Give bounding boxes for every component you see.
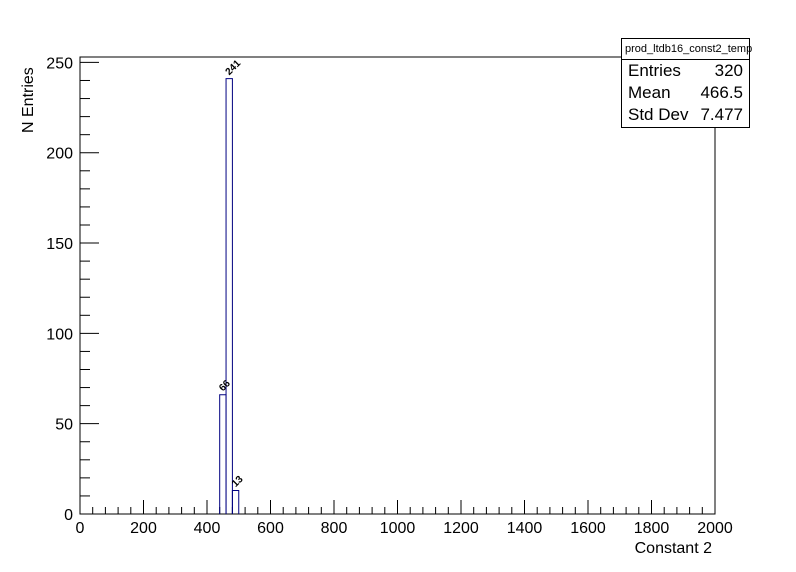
histogram-bin	[225, 78, 233, 514]
y-tick-label: 250	[46, 55, 73, 72]
x-axis-title: Constant 2	[634, 540, 712, 557]
x-tick-label: 600	[257, 520, 284, 537]
stats-label: Entries	[628, 61, 681, 80]
x-tick-label: 0	[76, 520, 85, 537]
stats-row-entries: Entries 320	[622, 60, 749, 82]
stats-box: prod_ltdb16_const2_temp Entries 320 Mean…	[621, 38, 752, 128]
y-tick-label: 0	[64, 507, 73, 524]
stats-value: 320	[714, 61, 743, 80]
stats-value: 7.477	[700, 105, 743, 124]
histogram-bin	[219, 394, 227, 514]
histogram-bins	[219, 78, 240, 514]
histogram-bin	[231, 490, 240, 514]
x-tick-label: 1800	[634, 520, 670, 537]
x-tick-label: 400	[194, 520, 221, 537]
stats-label: Mean	[628, 83, 671, 102]
stats-row-stddev: Std Dev 7.477	[622, 104, 749, 126]
y-tick-label: 100	[46, 326, 73, 343]
x-tick-label: 200	[130, 520, 157, 537]
bin-value-label: 66	[217, 378, 233, 394]
x-axis-ticks: 0 200 400 600 800 1000 1200 1400 1600 1800 2000	[76, 500, 733, 537]
y-axis-title: N Entries	[20, 67, 37, 133]
x-tick-label: 1600	[570, 520, 606, 537]
bin-value-label: 241	[224, 58, 244, 78]
stats-title: prod_ltdb16_const2_temp	[622, 39, 752, 60]
y-tick-label: 50	[55, 417, 73, 434]
stats-row-mean: Mean 466.5	[622, 82, 749, 104]
y-axis-ticks: 0 50 100 150 200 250	[46, 55, 99, 524]
x-tick-label: 1200	[443, 520, 479, 537]
plot-frame	[79, 56, 716, 515]
x-tick-label: 1000	[380, 520, 416, 537]
x-tick-label: 2000	[697, 520, 733, 537]
y-tick-label: 150	[46, 236, 73, 253]
stats-value: 466.5	[700, 83, 743, 102]
x-tick-label: 800	[321, 520, 348, 537]
y-tick-label: 200	[46, 146, 73, 163]
x-tick-label: 1400	[507, 520, 543, 537]
stats-label: Std Dev	[628, 105, 689, 124]
